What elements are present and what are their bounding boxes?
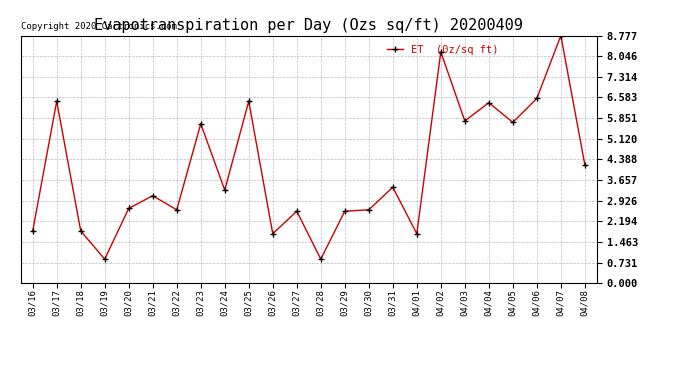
ET  (0z/sq ft) bbox=[293, 209, 301, 213]
ET  (0z/sq ft) bbox=[125, 206, 133, 211]
ET  (0z/sq ft) bbox=[245, 99, 253, 104]
ET  (0z/sq ft) bbox=[197, 122, 205, 126]
Line: ET  (0z/sq ft): ET (0z/sq ft) bbox=[30, 33, 588, 262]
ET  (0z/sq ft) bbox=[484, 100, 493, 105]
ET  (0z/sq ft) bbox=[221, 188, 229, 192]
ET  (0z/sq ft) bbox=[509, 120, 517, 124]
ET  (0z/sq ft) bbox=[388, 185, 397, 189]
ET  (0z/sq ft) bbox=[437, 50, 445, 54]
Title: Evapotranspiration per Day (Ozs sq/ft) 20200409: Evapotranspiration per Day (Ozs sq/ft) 2… bbox=[95, 18, 523, 33]
Legend: ET  (0z/sq ft): ET (0z/sq ft) bbox=[383, 41, 503, 59]
ET  (0z/sq ft) bbox=[413, 231, 421, 236]
ET  (0z/sq ft) bbox=[172, 207, 181, 212]
ET  (0z/sq ft) bbox=[268, 231, 277, 236]
ET  (0z/sq ft) bbox=[101, 257, 109, 261]
ET  (0z/sq ft) bbox=[581, 162, 589, 167]
ET  (0z/sq ft) bbox=[317, 257, 325, 261]
ET  (0z/sq ft) bbox=[461, 119, 469, 123]
Text: Copyright 2020 Cartronics.com: Copyright 2020 Cartronics.com bbox=[21, 22, 177, 31]
ET  (0z/sq ft) bbox=[77, 229, 85, 233]
ET  (0z/sq ft) bbox=[364, 207, 373, 212]
ET  (0z/sq ft) bbox=[341, 209, 349, 213]
ET  (0z/sq ft) bbox=[28, 229, 37, 233]
ET  (0z/sq ft) bbox=[557, 33, 565, 38]
ET  (0z/sq ft) bbox=[533, 96, 541, 100]
ET  (0z/sq ft) bbox=[52, 99, 61, 104]
ET  (0z/sq ft) bbox=[148, 194, 157, 198]
